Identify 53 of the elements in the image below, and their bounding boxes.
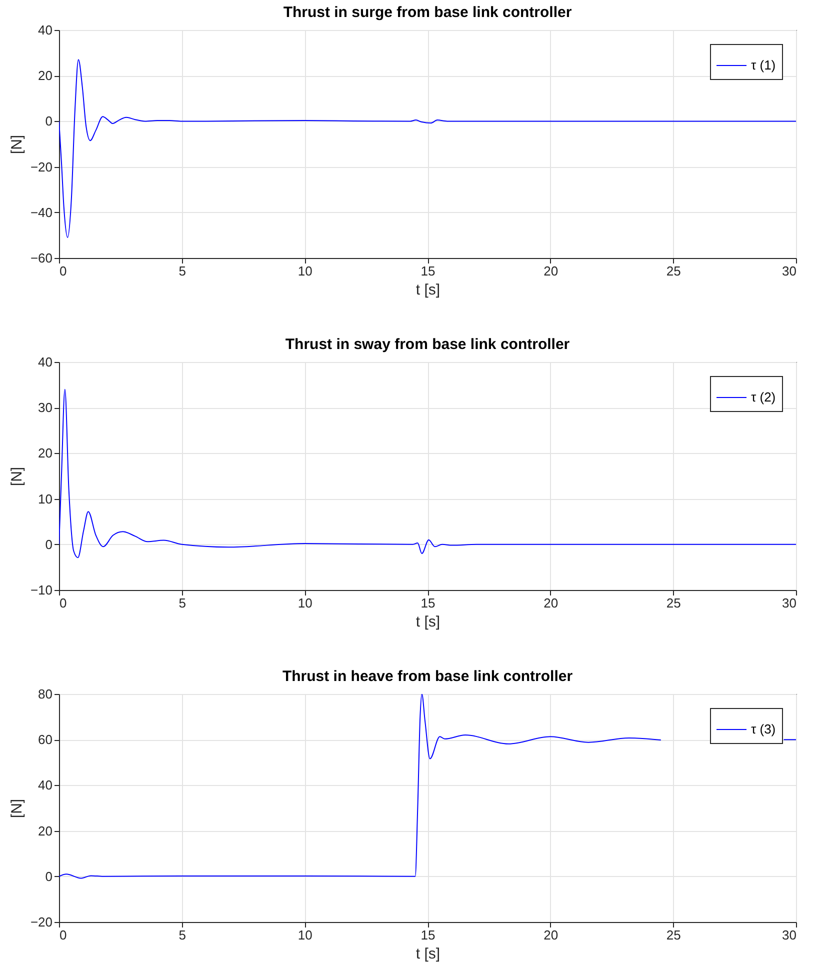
y-tick-label: 40 bbox=[38, 778, 52, 793]
x-tick-label: 25 bbox=[666, 928, 681, 942]
x-tick-label: 25 bbox=[666, 596, 681, 610]
y-tick-label: −60 bbox=[30, 250, 52, 266]
y-tick-label: −40 bbox=[30, 204, 52, 220]
x-tick-label: 20 bbox=[544, 596, 558, 610]
x-tick-label: 25 bbox=[666, 264, 681, 278]
x-tick-label: 10 bbox=[298, 596, 312, 610]
legend-label: τ (2) bbox=[751, 390, 776, 404]
x-tick-label: 20 bbox=[544, 264, 558, 278]
x-axis-title: t [s] bbox=[416, 614, 440, 630]
x-axis-title: t [s] bbox=[416, 946, 440, 962]
chart-title: Thrust in surge from base link controller bbox=[283, 4, 572, 21]
y-tick-label: 40 bbox=[38, 354, 52, 370]
line-series bbox=[59, 388, 796, 558]
chart-title: Thrust in sway from base link controller bbox=[285, 336, 570, 353]
y-tick-label: 40 bbox=[38, 22, 52, 38]
y-tick-label: 60 bbox=[38, 732, 52, 748]
x-tick-label: 0 bbox=[60, 928, 67, 942]
y-tick-label: −10 bbox=[30, 582, 52, 598]
x-axis-title: t [s] bbox=[416, 282, 440, 298]
x-tick-label: 10 bbox=[298, 264, 312, 278]
y-tick-label: 80 bbox=[38, 686, 52, 702]
x-tick-label: 15 bbox=[420, 928, 436, 942]
legend-label: τ (1) bbox=[751, 58, 776, 72]
x-tick-label: 5 bbox=[178, 264, 186, 278]
line-series bbox=[59, 59, 796, 238]
x-tick-label: 5 bbox=[178, 928, 186, 942]
x-tick-label: 30 bbox=[782, 596, 796, 610]
y-tick-label: −20 bbox=[30, 914, 52, 930]
x-tick-label: 5 bbox=[178, 596, 186, 610]
x-tick-label: 0 bbox=[60, 596, 67, 610]
x-tick-label: 10 bbox=[298, 928, 312, 942]
y-tick-label: 20 bbox=[38, 446, 52, 461]
y-tick-label: 20 bbox=[38, 68, 52, 84]
chart-title: Thrust in heave from base link controller bbox=[282, 668, 573, 685]
x-tick-label: 30 bbox=[782, 264, 796, 278]
y-tick-label: 30 bbox=[38, 400, 52, 416]
y-tick-label: −20 bbox=[30, 159, 52, 174]
y-tick-label: 0 bbox=[45, 114, 52, 129]
y-tick-label: 0 bbox=[45, 868, 52, 884]
y-tick-label: 20 bbox=[38, 823, 52, 838]
y-tick-label: 0 bbox=[45, 536, 52, 552]
x-tick-label: 20 bbox=[544, 928, 558, 942]
x-tick-label: 30 bbox=[782, 928, 796, 942]
x-tick-label: 0 bbox=[60, 264, 67, 278]
y-axis-title: [N] bbox=[8, 134, 26, 154]
x-tick-label: 15 bbox=[420, 596, 436, 610]
legend-label: τ (3) bbox=[751, 722, 776, 736]
y-axis-title: [N] bbox=[8, 798, 26, 818]
x-tick-label: 15 bbox=[420, 264, 436, 278]
y-tick-label: 10 bbox=[38, 491, 52, 506]
y-axis-title: [N] bbox=[8, 466, 26, 486]
